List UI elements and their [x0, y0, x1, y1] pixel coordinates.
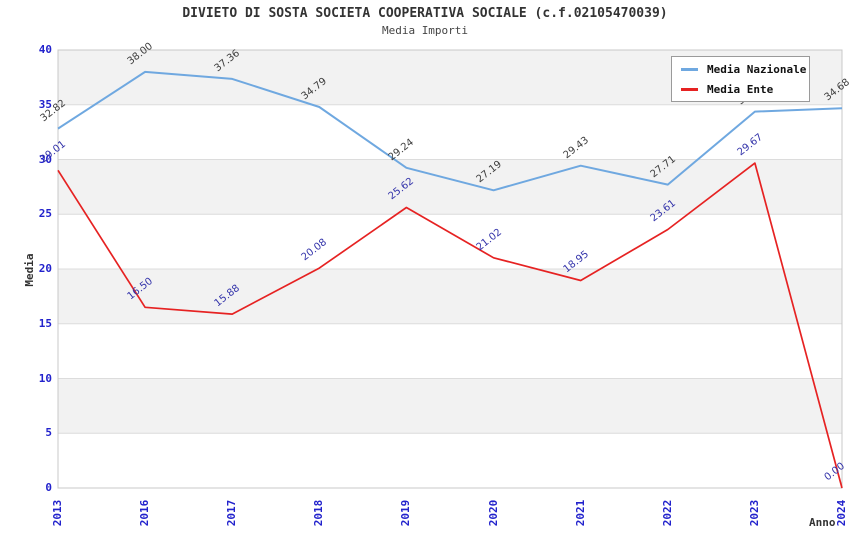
y-tick-label: 0 — [45, 481, 52, 494]
plot-border — [57, 49, 843, 489]
y-tick-label: 10 — [38, 371, 52, 385]
x-tick-label: 2022 — [660, 499, 674, 527]
y-tick-label: 15 — [38, 316, 52, 330]
y-tick-label: 30 — [38, 152, 52, 166]
chart-title: DIVIETO DI SOSTA SOCIETA COOPERATIVA SOC… — [182, 6, 668, 21]
series-line-ente — [57, 162, 843, 489]
legend-item-nazionale: Media Nazionale — [681, 63, 809, 76]
legend-label-nazionale: Media Nazionale — [707, 62, 807, 76]
y-tick-label: 20 — [38, 262, 52, 275]
y-tick-label: 35 — [38, 97, 52, 111]
x-tick-label: 2021 — [573, 499, 587, 527]
x-axis-title: Anno — [809, 516, 836, 529]
legend-item-ente: Media Ente — [681, 83, 809, 96]
grid-band — [58, 159, 842, 215]
legend-swatch-ente-icon — [681, 87, 698, 91]
y-axis-title: Media — [23, 253, 36, 287]
x-tick-label: 2023 — [747, 499, 761, 527]
grid-band — [58, 378, 842, 434]
grid-band — [58, 269, 842, 324]
x-tick-label: 2024 — [835, 499, 848, 527]
y-tick-label: 5 — [45, 426, 52, 440]
chart-subtitle: Media Importi — [381, 24, 469, 37]
legend-label-ente: Media Ente — [707, 82, 774, 96]
legend: Media Nazionale Media Ente — [671, 56, 810, 102]
y-tick-label: 25 — [38, 207, 52, 221]
x-tick-label: 2016 — [138, 499, 152, 527]
y-tick-label: 40 — [38, 43, 52, 56]
x-tick-label: 2018 — [312, 499, 326, 527]
legend-swatch-nazionale-icon — [681, 67, 698, 71]
x-tick-label: 2017 — [225, 499, 239, 527]
x-tick-label: 2020 — [486, 499, 500, 527]
series-line-nazionale — [57, 70, 843, 192]
x-tick-label: 2013 — [51, 499, 64, 527]
x-tick-label: 2019 — [399, 499, 413, 527]
